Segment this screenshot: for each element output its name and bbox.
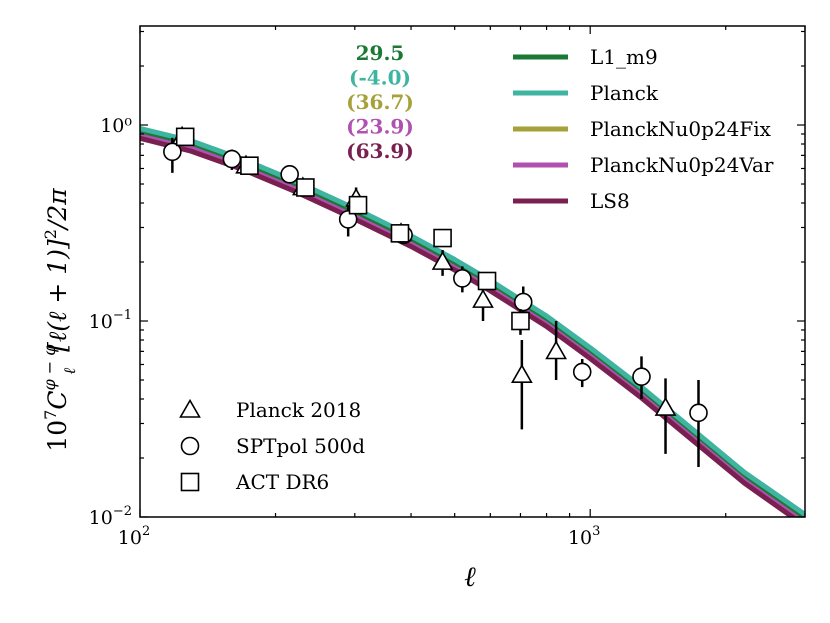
data-point-triangle: [510, 363, 533, 383]
data-point-circle: [338, 210, 358, 229]
marker-legend-label: SPTpol 500d: [236, 434, 365, 458]
legend-marker-square: [180, 472, 200, 492]
marker-legend-label: ACT DR6: [235, 470, 329, 494]
y-axis-label: 107Cφ − φℓ[ℓ(ℓ + 1)]2/2π: [40, 188, 79, 452]
legend-label: Planck: [590, 81, 659, 105]
data-point-square: [175, 127, 195, 147]
x-axis-label: ℓ: [464, 560, 476, 593]
y-tick-label: 10−1: [89, 308, 132, 333]
legend-label: L1_m9: [590, 45, 658, 69]
data-point-circle: [689, 403, 708, 423]
series-line-plancknu0p24fix: [140, 134, 800, 517]
data-point-circle: [453, 269, 472, 288]
axes-frame: [139, 25, 806, 518]
x-tick-label: 102: [118, 524, 150, 549]
legend-label: LS8: [590, 189, 630, 213]
data-point-circle: [163, 142, 182, 162]
data-point-triangle: [654, 396, 677, 416]
axis-ticks: 102 103 10⁰ 10−1 10−2: [89, 26, 806, 549]
data-point-square: [511, 311, 530, 331]
data-point-square: [296, 178, 315, 197]
data-point-circle: [572, 362, 592, 382]
y-tick-label: 10−2: [89, 504, 132, 529]
annotation-value: 29.5: [356, 41, 405, 65]
data-point-square: [390, 224, 410, 243]
data-point-circle: [280, 165, 299, 184]
x-tick-label: 103: [568, 524, 600, 549]
data-point-circle: [222, 149, 242, 169]
data-point-square: [433, 228, 452, 248]
annotation-value: (63.9): [346, 139, 414, 163]
data-points: [163, 125, 708, 467]
data-point-circle: [632, 367, 651, 386]
model-curves: [140, 126, 805, 517]
annotation-value: (36.7): [346, 90, 414, 114]
annotation-value: (23.9): [346, 115, 414, 139]
data-point-square: [240, 156, 259, 175]
legend-marker-circle: [180, 436, 200, 456]
legend-label: PlanckNu0p24Var: [590, 153, 774, 177]
y-tick-label: 10⁰: [100, 115, 132, 137]
series-line-l1_m9: [140, 128, 805, 517]
annotations: 29.5(-4.0)(36.7)(23.9)(63.9): [346, 41, 414, 163]
data-point-circle: [513, 292, 533, 312]
series-line-ls8: [140, 135, 797, 517]
legend-marker-triangle: [179, 398, 201, 418]
marker-legend: Planck 2018 SPTpol 500d ACT DR6: [179, 398, 365, 494]
data-point-triangle: [545, 340, 567, 360]
legend: L1_m9 Planck PlanckNu0p24Fix PlanckNu0p24Va…: [513, 45, 774, 213]
annotation-value: (-4.0): [349, 66, 411, 90]
series-line-plancknu0p24var: [140, 133, 801, 517]
marker-legend-label: Planck 2018: [236, 398, 361, 422]
data-point-square: [477, 271, 497, 291]
data-point-square: [348, 195, 368, 215]
legend-label: PlanckNu0p24Fix: [590, 117, 772, 141]
data-point-triangle: [472, 288, 494, 308]
data-point-triangle: [431, 250, 454, 270]
